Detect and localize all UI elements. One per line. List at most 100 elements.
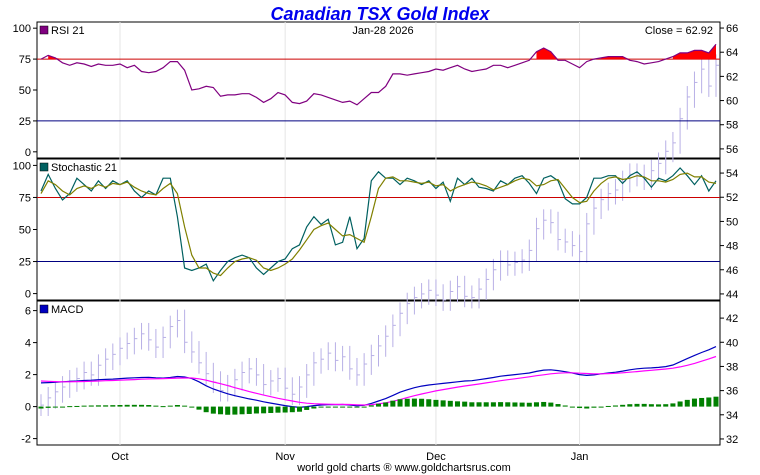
series-line--k	[40, 167, 717, 283]
histogram-bar	[88, 405, 94, 407]
histogram-bar	[641, 403, 647, 407]
indicator-axis-tick-label: 100	[13, 160, 31, 172]
histogram-bar	[569, 406, 575, 408]
month-label: Dec	[426, 451, 446, 463]
histogram-bar	[505, 402, 511, 407]
close-label: Close = 62.92	[645, 25, 713, 37]
histogram-bar	[383, 402, 389, 407]
histogram-bar	[225, 406, 231, 415]
indicator-axis-tick-label: 0	[25, 147, 31, 159]
histogram-bar	[318, 406, 324, 408]
chart-title: Canadian TSX Gold Index	[270, 4, 490, 24]
histogram-bar	[375, 403, 382, 407]
month-label: Jan	[571, 451, 589, 463]
histogram-bar	[577, 406, 583, 409]
histogram-bar	[368, 405, 374, 407]
histogram-bar	[404, 398, 410, 407]
histogram-bar	[203, 406, 209, 413]
histogram-bar	[447, 400, 453, 407]
indicator-axis-tick-label: 4	[25, 338, 31, 350]
histogram-bar	[38, 406, 44, 409]
histogram-bar	[706, 397, 712, 407]
histogram-bar	[210, 406, 216, 414]
indicator-axis-tick-label: 75	[19, 192, 31, 204]
histogram-bar	[620, 404, 626, 407]
histogram-bar	[239, 406, 245, 415]
histogram-bar	[167, 405, 173, 407]
legend-swatch	[39, 25, 49, 35]
histogram-bar	[304, 406, 310, 410]
histogram-bar	[498, 402, 504, 407]
panel-legend-label: Stochastic 21	[51, 162, 117, 174]
price-axis-tick-label: 34	[726, 410, 738, 422]
histogram-bar	[182, 405, 188, 407]
indicator-axis-tick-label: 0	[25, 402, 31, 414]
histogram-bar	[153, 405, 159, 407]
histogram-bar	[275, 406, 281, 413]
histogram-bar	[555, 404, 561, 407]
histogram-bar	[81, 405, 87, 407]
histogram-bar	[584, 406, 590, 409]
indicator-axis-tick-label: 100	[13, 23, 31, 35]
panel-legend-label: MACD	[51, 304, 83, 316]
histogram-bar	[627, 404, 633, 407]
histogram-bar	[612, 405, 618, 407]
histogram-bar	[124, 404, 130, 407]
histogram-bar	[598, 406, 604, 408]
price-axis-tick-label: 40	[726, 337, 738, 349]
price-axis-tick-label: 60	[726, 96, 738, 108]
histogram-bar	[454, 401, 461, 407]
histogram-bar	[648, 404, 654, 407]
histogram-bar	[476, 402, 482, 407]
histogram-bar	[361, 406, 367, 408]
histogram-bar	[462, 401, 468, 407]
histogram-bar	[332, 406, 338, 408]
price-axis-tick-label: 64	[726, 47, 738, 59]
histogram-bar	[634, 403, 640, 407]
price-axis-tick-label: 62	[726, 71, 738, 83]
histogram-bar	[490, 402, 496, 407]
indicator-axis-tick-label: 2	[25, 370, 31, 382]
histogram-bar	[354, 406, 360, 408]
histogram-bar	[146, 405, 152, 407]
histogram-bar	[670, 403, 676, 407]
indicator-axis-tick-label: 25	[19, 116, 31, 128]
indicator-axis-tick-label: -2	[21, 434, 31, 446]
histogram-bar	[591, 406, 597, 408]
histogram-bar	[390, 400, 396, 407]
price-axis-tick-label: 38	[726, 361, 738, 373]
histogram-bar	[268, 406, 274, 413]
histogram-bar	[699, 397, 705, 407]
histogram-bar	[196, 406, 202, 410]
histogram-bar	[45, 406, 51, 408]
histogram-bar	[663, 404, 669, 407]
price-axis-tick-label: 48	[726, 241, 738, 253]
histogram-bar	[483, 402, 489, 407]
histogram-bar	[174, 405, 180, 407]
series-line-rsi-21	[40, 43, 717, 106]
histogram-bar	[411, 398, 417, 407]
price-axis-tick-label: 52	[726, 192, 738, 204]
indicator-axis-tick-label: 6	[25, 306, 31, 318]
price-axis-tick-label: 44	[726, 289, 738, 301]
histogram-bar	[110, 405, 116, 407]
price-axis-tick-label: 66	[726, 23, 738, 35]
price-axis-tick-label: 36	[726, 386, 738, 398]
panel-frame-2	[36, 158, 721, 301]
indicator-axis-tick-label: 0	[25, 289, 31, 301]
histogram-bar	[189, 406, 195, 408]
chart-plot-layers: Oct Nov Dec Jan3234363840424446485052545658…	[13, 21, 738, 463]
histogram-bar	[512, 402, 518, 407]
price-axis-tick-label: 58	[726, 120, 738, 132]
histogram-bar	[433, 399, 439, 407]
histogram-bar	[426, 399, 432, 407]
histogram-bar	[60, 406, 66, 408]
histogram-bar	[232, 406, 238, 415]
histogram-bar	[656, 404, 662, 407]
histogram-bar	[519, 402, 525, 407]
histogram-bar	[160, 406, 166, 408]
histogram-bar	[139, 404, 145, 407]
histogram-bar	[677, 401, 683, 407]
rsi-overbought-fill	[48, 44, 717, 60]
